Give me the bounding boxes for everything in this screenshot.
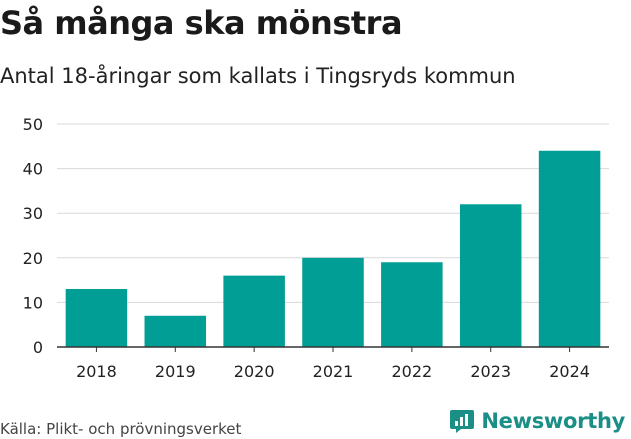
y-tick-label-0: 0	[33, 338, 43, 357]
y-tick-label-4: 40	[23, 160, 43, 179]
source-note: Källa: Plikt- och prövningsverket	[0, 420, 242, 438]
chart-title: Så många ska mönstra	[0, 4, 403, 42]
x-tick-label-2019: 2019	[155, 362, 196, 381]
bar-2020	[223, 275, 285, 347]
bar-chart: 0 10 20 30 40 50 2018 2019 2020 2021 2022 2023 2024	[23, 115, 609, 381]
y-tick-label-5: 50	[23, 115, 43, 134]
x-tick-label-2024: 2024	[549, 362, 590, 381]
y-tick-label-2: 20	[23, 249, 43, 268]
y-tick-label-1: 10	[23, 293, 43, 312]
x-tick-label-2018: 2018	[76, 362, 117, 381]
brand-name: Newsworthy	[481, 409, 625, 433]
bar-2018	[65, 289, 128, 347]
x-tick-label-2020: 2020	[234, 362, 275, 381]
newsworthy-logo-icon	[450, 410, 475, 433]
bar-2019	[144, 315, 207, 347]
bar-2022	[381, 262, 443, 347]
bar-2021	[302, 257, 364, 347]
y-tick-label-3: 30	[23, 204, 43, 223]
bar-2023	[459, 204, 522, 347]
x-tick-label-2021: 2021	[313, 362, 354, 381]
bar-2024	[538, 150, 601, 347]
chart-subtitle: Antal 18-åringar som kallats i Tingsryds…	[0, 64, 516, 88]
brand-logo: Newsworthy	[449, 408, 625, 434]
x-tick-label-2022: 2022	[391, 362, 432, 381]
x-tick-label-2023: 2023	[470, 362, 511, 381]
